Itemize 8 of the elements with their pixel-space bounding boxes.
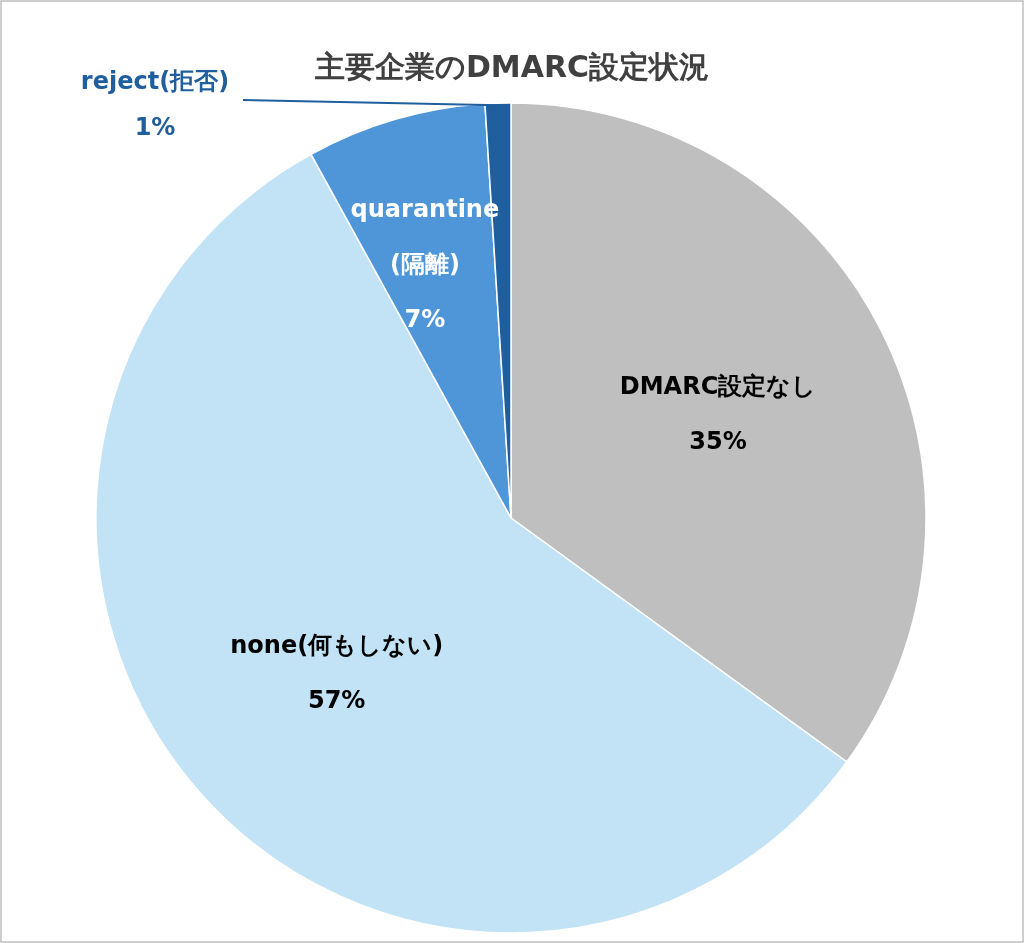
data-label: 7% <box>404 304 446 333</box>
data-label: 57% <box>307 686 366 715</box>
data-label: 1% <box>134 113 176 141</box>
slice-label: none(何もしない) <box>230 631 444 660</box>
slice-label: reject(拒否) <box>80 67 230 95</box>
slice-label: DMARC設定なし <box>619 371 817 400</box>
data-label: 35% <box>689 426 747 455</box>
chart-title: 主要企業のDMARC設定状況 <box>313 49 710 84</box>
